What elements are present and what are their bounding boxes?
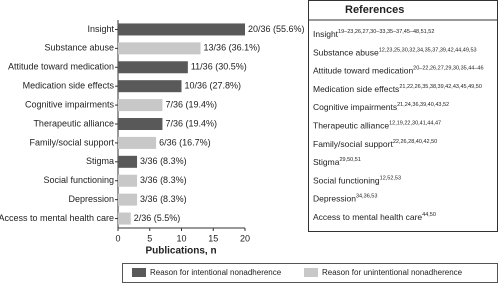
x-tick-label: 10 [176, 233, 186, 243]
x-axis-title: Publications, n [145, 246, 216, 257]
bar [118, 193, 138, 206]
legend-swatch [132, 268, 146, 277]
reference-label: Depression [313, 194, 356, 204]
value-label: 3/36 (8.3%) [140, 156, 187, 166]
reference-label: Stigma [313, 157, 340, 167]
value-label: 7/36 (19.4%) [165, 118, 217, 128]
reference-item: Stigma29,50,51 [313, 157, 361, 167]
y-tick-label: Stigma [86, 156, 114, 166]
y-tick-label: Social functioning [43, 175, 114, 185]
bar [118, 212, 131, 225]
legend-label: Reason for intentional nonadherence [150, 268, 282, 277]
value-label: 11/36 (30.5%) [191, 62, 247, 72]
value-label: 13/36 (36.1%) [204, 43, 261, 53]
value-label: 3/36 (8.3%) [140, 194, 187, 204]
bar [118, 23, 245, 36]
reference-label: Substance abuse [313, 48, 379, 58]
reference-citations: 34,36,53 [356, 194, 377, 200]
bar [118, 118, 163, 130]
bar [118, 136, 157, 149]
reference-label: Attitude toward medication [313, 66, 413, 76]
reference-item: Medication side effects21,22,26,35,38,39… [313, 84, 482, 94]
reference-item: Family/social support22,26,28,40,42,50 [313, 139, 437, 149]
value-label: 7/36 (19.4%) [165, 99, 217, 109]
reference-citations: 29,50,51 [339, 158, 360, 164]
reference-citations: 12,23,25,30,32,34,35,37,39,42,44,49,53 [379, 48, 477, 54]
x-tick-label: 5 [147, 233, 152, 243]
reference-citations: 44,50 [422, 212, 436, 218]
reference-label: Medication side effects [313, 84, 399, 94]
x-tick-label: 0 [115, 233, 120, 243]
y-tick-label: Medication side effects [23, 81, 115, 91]
references-title: References [345, 4, 404, 16]
reference-item: Insight19–23,26,27,30–33,35–37,45–48,51,… [313, 29, 434, 39]
y-tick-label: Insight [87, 24, 114, 34]
reference-item: Access to mental health care44,50 [313, 212, 436, 222]
bar [118, 80, 182, 93]
legend-box [122, 263, 498, 283]
y-tick-label: Therapeutic alliance [33, 118, 114, 128]
reference-label: Therapeutic alliance [313, 121, 389, 131]
bar [118, 99, 163, 112]
reference-item: Substance abuse12,23,25,30,32,34,35,37,3… [313, 48, 477, 58]
y-tick-label: Cognitive impairments [25, 99, 115, 109]
reference-item: Therapeutic alliance12,19,22,30,41,44,47 [313, 121, 441, 131]
reference-label: Cognitive impairments [313, 102, 397, 112]
y-tick-label: Family/social support [29, 137, 114, 147]
bar [118, 61, 188, 74]
reference-citations: 12,19,22,30,41,44,47 [389, 121, 441, 127]
reference-item: Attitude toward medication20–22,26,27,29… [313, 66, 484, 76]
x-tick-label: 15 [208, 233, 218, 243]
reference-label: Access to mental health care [313, 212, 422, 222]
reference-label: Insight [313, 29, 339, 39]
value-label: 10/36 (27.8%) [185, 81, 242, 91]
reference-citations: 22,26,28,40,42,50 [393, 139, 437, 145]
reference-citations: 20–22,26,27,29,30,35,44–46 [413, 66, 483, 72]
bar [118, 42, 201, 55]
value-label: 20/36 (55.6%) [248, 24, 305, 34]
reference-label: Family/social support [313, 139, 393, 149]
legend-label: Reason for unintentional nonadherence [322, 268, 463, 277]
y-tick-label: Attitude toward medication [8, 62, 114, 72]
reference-citations: 19–23,26,27,30–33,35–37,45–48,51,52 [338, 29, 434, 35]
legend-swatch [304, 268, 318, 277]
value-label: 3/36 (8.3%) [140, 175, 187, 185]
references-box [308, 0, 498, 232]
reference-item: Cognitive impairments21,24,36,39,40,43,5… [313, 102, 449, 112]
reference-citations: 12,52,53 [380, 176, 401, 182]
bar [118, 174, 138, 187]
reference-citations: 21,24,36,39,40,43,52 [397, 103, 449, 109]
bar [118, 155, 138, 168]
reference-label: Social functioning [313, 176, 380, 186]
reference-citations: 21,22,26,35,38,39,42,43,45,49,50 [399, 84, 482, 90]
value-label: 6/36 (16.7%) [159, 137, 211, 147]
y-tick-label: Access to mental health care [0, 213, 114, 223]
reference-item: Social functioning12,52,53 [313, 176, 401, 186]
reference-item: Depression34,36,53 [313, 194, 377, 204]
y-tick-label: Depression [68, 194, 114, 204]
value-label: 2/36 (5.5%) [134, 213, 181, 223]
x-tick-label: 20 [240, 233, 250, 243]
y-tick-label: Substance abuse [44, 43, 114, 53]
